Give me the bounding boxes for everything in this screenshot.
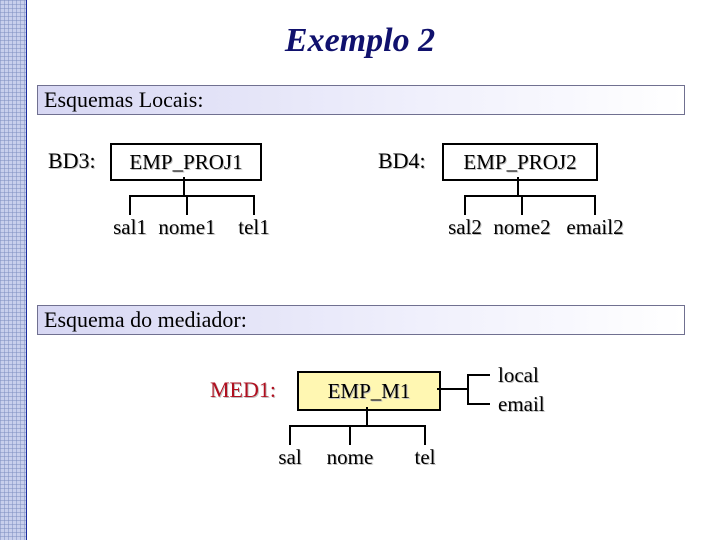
med1-entity-box: EMP_M1 xyxy=(297,371,441,411)
attribute-label: email xyxy=(498,392,545,417)
page-title: Exemplo 2 xyxy=(0,22,720,60)
section-esquemas-locais: Esquemas Locais: xyxy=(37,85,685,115)
decorative-strip xyxy=(0,0,27,540)
attribute-label: sal2 xyxy=(448,215,482,240)
attribute-label: sal xyxy=(278,445,301,470)
bd4-label: BD4: xyxy=(378,148,426,174)
attribute-label: nome1 xyxy=(158,215,215,240)
attribute-label: sal1 xyxy=(113,215,147,240)
bd4-entity-box: EMP_PROJ2 xyxy=(442,143,598,181)
section-label: Esquemas Locais: xyxy=(44,87,203,113)
attribute-label: tel1 xyxy=(238,215,270,240)
attribute-label: local xyxy=(498,363,539,388)
section-label: Esquema do mediador: xyxy=(44,307,247,333)
bd3-entity-box: EMP_PROJ1 xyxy=(110,143,262,181)
med1-label: MED1: xyxy=(210,377,276,403)
attribute-label: nome xyxy=(327,445,374,470)
attribute-label: tel xyxy=(415,445,436,470)
bd3-label: BD3: xyxy=(48,148,96,174)
section-esquema-mediador: Esquema do mediador: xyxy=(37,305,685,335)
attribute-label: email2 xyxy=(566,215,623,240)
attribute-label: nome2 xyxy=(493,215,550,240)
